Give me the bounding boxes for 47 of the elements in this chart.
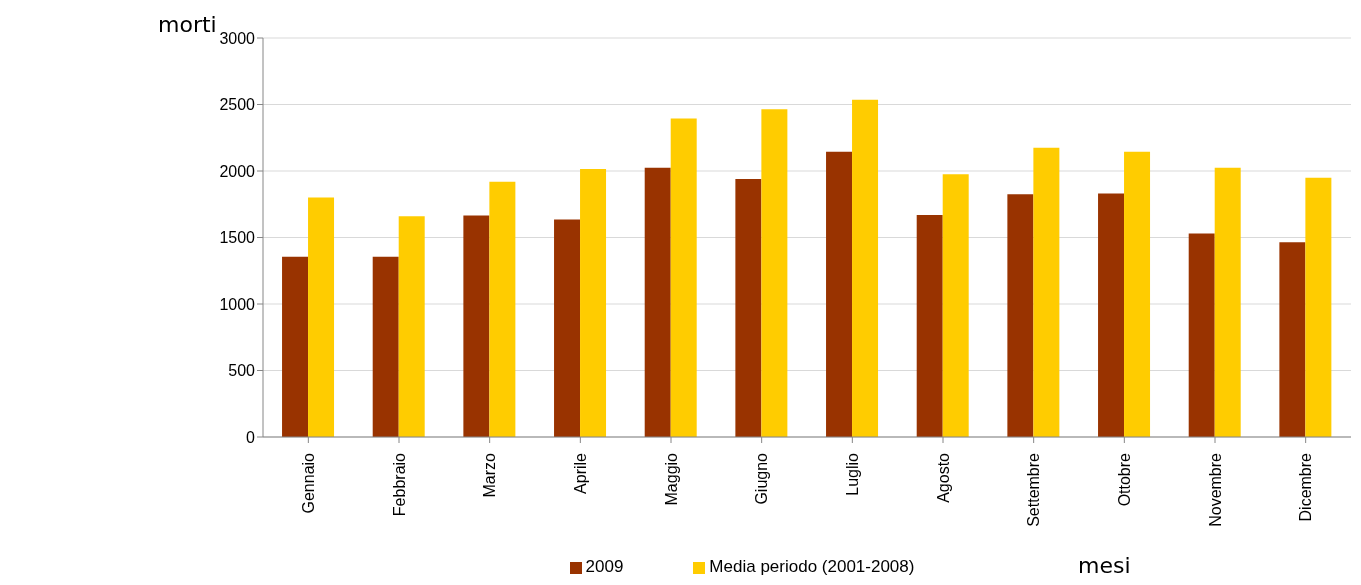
x-tick-label: Luglio (843, 452, 861, 496)
bar (580, 169, 607, 437)
x-tick-label: Novembre (1206, 452, 1224, 527)
legend-label: 2009 (585, 557, 624, 576)
legend-label: Media periodo (2001-2008) (709, 557, 915, 576)
bar (398, 216, 425, 437)
y-tick-label: 0 (246, 428, 256, 446)
y-tick-label: 3000 (219, 29, 256, 47)
bar (644, 167, 671, 437)
y-tick-label: 2500 (219, 96, 256, 114)
bar (1305, 177, 1332, 437)
bar (761, 109, 788, 437)
bar (372, 256, 399, 437)
bar (308, 197, 335, 437)
bar (1279, 242, 1306, 437)
bar (1007, 194, 1034, 437)
y-axis-title: morti (158, 12, 217, 37)
x-tick-label: Maggio (662, 452, 680, 506)
bar (852, 99, 879, 437)
bar (1098, 193, 1125, 437)
bar (554, 219, 581, 437)
bar (1124, 151, 1151, 437)
x-tick-label: Settembre (1025, 452, 1043, 527)
x-tick-label: Ottobre (1115, 452, 1133, 507)
bar (942, 174, 969, 437)
x-tick-label: Giugno (753, 452, 771, 505)
y-tick-label: 1000 (219, 295, 256, 313)
bar (916, 214, 943, 437)
bar (826, 151, 853, 437)
bar (463, 215, 490, 437)
y-tick-label: 1500 (219, 229, 256, 247)
x-tick-label: Aprile (571, 452, 589, 494)
y-tick-label: 2000 (219, 162, 256, 180)
bar (1188, 233, 1215, 437)
x-tick-label: Febbraio (390, 452, 408, 517)
y-tick-label: 500 (228, 362, 256, 380)
bar (735, 178, 762, 437)
bar (282, 256, 309, 437)
x-axis-title: mesi (1078, 553, 1131, 578)
bar (670, 118, 697, 437)
bar (1033, 147, 1060, 437)
x-tick-label: Agosto (934, 452, 952, 503)
bar (1214, 167, 1241, 437)
bar (489, 181, 516, 437)
x-tick-label: Gennaio (299, 452, 317, 514)
x-tick-label: Marzo (481, 452, 499, 498)
x-tick-label: Dicembre (1297, 452, 1315, 522)
